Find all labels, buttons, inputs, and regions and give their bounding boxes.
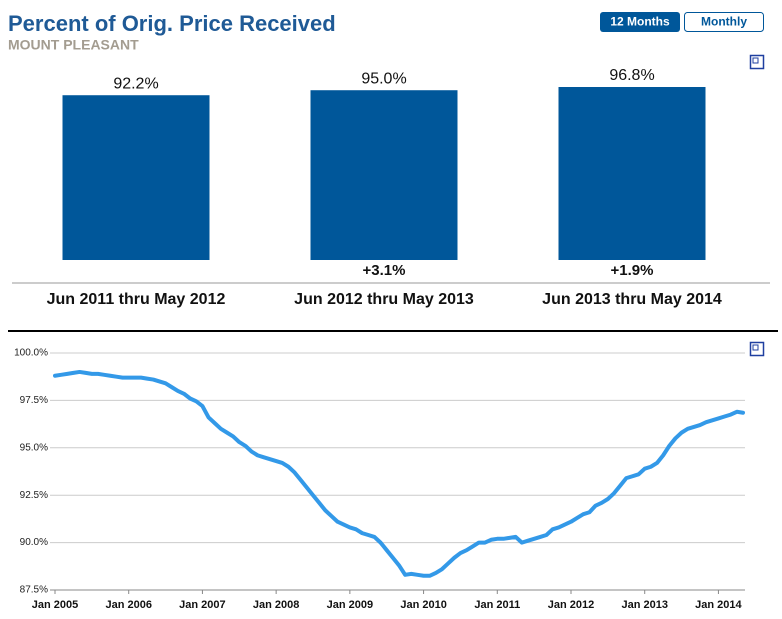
title: Percent of Orig. Price Received — [8, 11, 336, 36]
bar — [310, 90, 458, 260]
value-label: 96.8% — [609, 67, 654, 84]
button-bg — [600, 12, 680, 32]
bar — [62, 95, 210, 261]
button-monthly[interactable]: Monthly — [684, 12, 764, 32]
expand-icon[interactable] — [749, 341, 765, 357]
bar — [558, 87, 706, 260]
value-label: 92.2% — [113, 75, 158, 92]
line-series — [53, 369, 745, 578]
x-tick-label: Jan 2009 — [327, 599, 373, 611]
y-tick-label: 95.0% — [20, 442, 48, 453]
subtitle: MOUNT PLEASANT — [8, 37, 139, 53]
button-label: 12 Months — [610, 15, 670, 29]
x-tick-label: Jan 2008 — [253, 599, 299, 611]
x-tick-label: Jan 2014 — [695, 599, 742, 611]
x-tick-label: Jan 2005 — [32, 599, 78, 611]
icon-inner — [752, 57, 759, 64]
icon-frame — [749, 341, 765, 357]
value-label: 95.0% — [361, 70, 406, 87]
y-tick-label: 90.0% — [20, 537, 48, 548]
x-tick-label: Jan 2012 — [548, 599, 594, 611]
category-label: Jun 2013 thru May 2014 — [542, 291, 722, 308]
y-tick-label: 87.5% — [20, 585, 48, 596]
category-label: Jun 2011 thru May 2012 — [47, 291, 226, 308]
button-12-months[interactable]: 12 Months — [600, 12, 680, 32]
button-label: Monthly — [701, 15, 747, 29]
change-label: +1.9% — [611, 262, 654, 279]
y-tick-label: 100.0% — [14, 348, 48, 359]
x-tick-label: Jan 2013 — [621, 599, 667, 611]
x-tick-label: Jan 2010 — [400, 599, 446, 611]
expand-icon[interactable] — [749, 54, 765, 70]
y-tick-label: 97.5% — [20, 395, 48, 406]
button-bg — [684, 12, 764, 32]
x-tick-label: Jan 2011 — [474, 599, 520, 611]
y-tick-label: 92.5% — [20, 490, 48, 501]
icon-inner — [752, 344, 759, 351]
x-tick-label: Jan 2007 — [179, 599, 225, 611]
category-label: Jun 2012 thru May 2013 — [294, 291, 474, 308]
change-label: +3.1% — [363, 262, 406, 279]
x-tick-label: Jan 2006 — [105, 599, 151, 611]
icon-frame — [749, 54, 765, 70]
